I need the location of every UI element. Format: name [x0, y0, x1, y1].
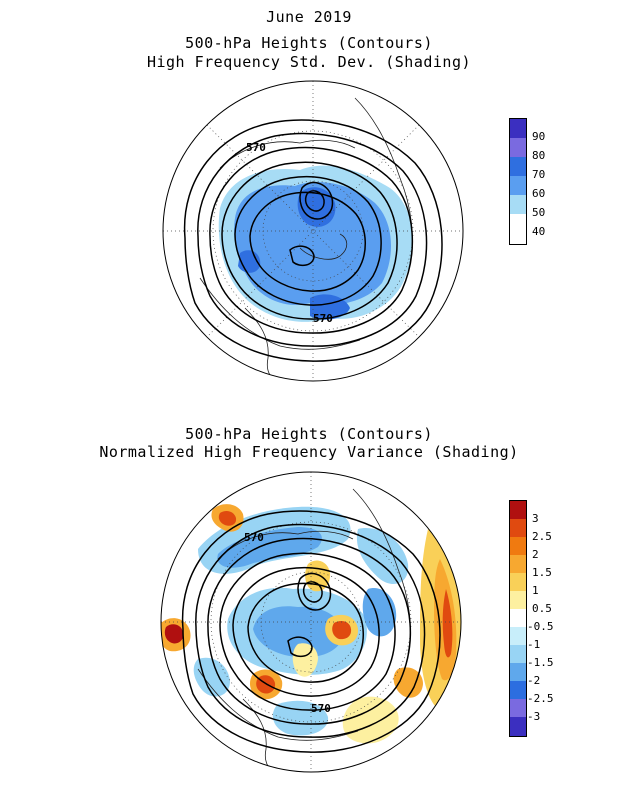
bottom-title-line-1: 500-hPa Heights (Contours) [185, 425, 433, 443]
top-shading [218, 165, 413, 322]
top-swatch-80 [509, 138, 527, 157]
bottom-shading [161, 504, 461, 744]
bottom-cbar-label-neg-2: -2 [527, 674, 541, 687]
bottom-cbar-label-neg-1: -1 [527, 638, 541, 651]
top-swatch-50 [509, 195, 527, 214]
top-cbar-label-40: 40 [532, 225, 546, 238]
bottom-cbar-label-neg-2-5: -2.5 [527, 692, 554, 705]
bottom-cbar-label-3: 3 [532, 512, 539, 525]
top-title-line-3: High Frequency Std. Dev. (Shading) [146, 53, 472, 71]
top-swatch-90 [509, 118, 527, 138]
bottom-colorbar [509, 500, 527, 737]
bottom-contours [181, 510, 441, 753]
top-colorbar [509, 118, 527, 245]
bottom-cbar-label-neg-3: -3 [527, 710, 541, 723]
top-polar-map: 570 570 [162, 80, 464, 382]
bottom-cbar-label-1: 1 [532, 584, 539, 597]
top-swatch-60 [509, 176, 527, 195]
top-cbar-label-60: 60 [532, 187, 546, 200]
bottom-cbar-label-neg-1-5: -1.5 [527, 656, 554, 669]
top-title-line-1: June 2019 [266, 8, 352, 26]
top-grid [163, 81, 463, 381]
top-swatch-70 [509, 157, 527, 176]
top-contour-label-1: 570 [246, 141, 266, 154]
top-contour-label-2: 570 [313, 312, 333, 325]
top-contours [183, 119, 443, 362]
top-colorbar-swatches [509, 118, 527, 245]
bottom-colorbar-swatches [509, 500, 527, 737]
bottom-polar-map: 570 570 [160, 471, 462, 773]
bottom-cbar-label-2-5: 2.5 [532, 530, 552, 543]
bottom-contour-label-2: 570 [311, 702, 331, 715]
top-title-line-2: 500-hPa Heights (Contours) [185, 34, 433, 52]
bottom-cbar-label-0-5: 0.5 [532, 602, 552, 615]
bottom-title-line-2: Normalized High Frequency Variance (Shad… [99, 443, 519, 461]
bottom-cbar-label-1-5: 1.5 [532, 566, 552, 579]
bottom-grid [161, 472, 461, 772]
top-cbar-label-50: 50 [532, 206, 546, 219]
top-swatch-40 [509, 214, 527, 244]
top-cbar-label-70: 70 [532, 168, 546, 181]
top-cbar-label-80: 80 [532, 149, 546, 162]
top-cbar-label-90: 90 [532, 130, 546, 143]
bottom-contour-label-1: 570 [244, 531, 264, 544]
bottom-cbar-label-2: 2 [532, 548, 539, 561]
bottom-cbar-label-neg-0-5: -0.5 [527, 620, 554, 633]
